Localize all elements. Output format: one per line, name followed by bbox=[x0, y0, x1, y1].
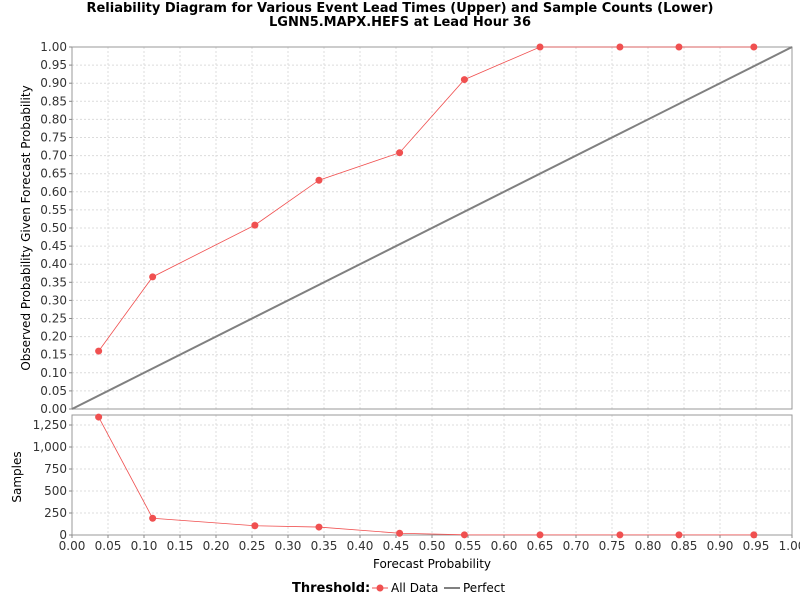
legend-swatch-all-data-marker bbox=[376, 584, 384, 592]
upper-y-tick-label: 0.90 bbox=[40, 76, 67, 90]
upper-y-tick-label: 0.50 bbox=[40, 221, 67, 235]
upper-y-tick-label: 0.10 bbox=[40, 366, 67, 380]
upper-grid bbox=[71, 46, 793, 410]
sample-count-point bbox=[675, 531, 683, 539]
x-tick-label: 0.35 bbox=[311, 539, 338, 553]
lower-y-tick-label: 1,250 bbox=[33, 418, 67, 432]
x-tick-label: 0.00 bbox=[59, 539, 86, 553]
all-data-point bbox=[460, 76, 468, 84]
x-tick-label: 1.00 bbox=[779, 539, 800, 553]
x-tick-label: 0.55 bbox=[455, 539, 482, 553]
all-data-point bbox=[536, 43, 544, 51]
lower-y-axis-label: Samples bbox=[10, 451, 24, 502]
upper-y-tick-label: 0.85 bbox=[40, 94, 67, 108]
x-tick-label: 0.60 bbox=[491, 539, 518, 553]
all-data-point bbox=[396, 149, 404, 157]
x-tick-label: 0.20 bbox=[203, 539, 230, 553]
sample-count-point bbox=[251, 522, 259, 530]
x-tick-label: 0.85 bbox=[671, 539, 698, 553]
upper-y-tick-label: 0.55 bbox=[40, 203, 67, 217]
sample-count-point bbox=[95, 413, 103, 421]
upper-y-tick-label: 0.35 bbox=[40, 275, 67, 289]
sample-count-line bbox=[98, 416, 754, 536]
all-data-point bbox=[315, 176, 323, 184]
x-tick-label: 0.80 bbox=[635, 539, 662, 553]
legend-label-perfect: Perfect bbox=[463, 581, 505, 595]
sample-count-point bbox=[750, 531, 758, 539]
upper-y-tick-label: 0.80 bbox=[40, 112, 67, 126]
x-tick-label: 0.65 bbox=[527, 539, 554, 553]
lower-y-ticks: 0 250 500 750 1,000 1,250 bbox=[33, 418, 72, 542]
x-tick-label: 0.30 bbox=[275, 539, 302, 553]
lower-y-tick-label: 500 bbox=[44, 484, 67, 498]
legend-label-all-data: All Data bbox=[391, 581, 438, 595]
sample-count-point bbox=[396, 529, 404, 537]
upper-y-tick-label: 0.25 bbox=[40, 312, 67, 326]
all-data-point bbox=[95, 347, 103, 355]
upper-y-axis-label: Observed Probability Given Forecast Prob… bbox=[19, 85, 33, 370]
upper-y-tick-label: 0.20 bbox=[40, 330, 67, 344]
upper-y-tick-label: 0.60 bbox=[40, 185, 67, 199]
upper-series bbox=[71, 43, 793, 410]
x-tick-label: 0.40 bbox=[347, 539, 374, 553]
legend-title: Threshold: bbox=[292, 581, 370, 596]
sample-count-point bbox=[616, 531, 624, 539]
upper-y-tick-label: 0.15 bbox=[40, 348, 67, 362]
lower-y-tick-label: 1,000 bbox=[33, 440, 67, 454]
perfect-reliability-line bbox=[71, 46, 793, 410]
x-axis-label: Forecast Probability bbox=[373, 557, 491, 571]
x-tick-label: 0.75 bbox=[599, 539, 626, 553]
x-ticks: 0.00 0.05 0.10 0.15 0.20 0.25 0.30 0.35 0.40 0.45… bbox=[59, 535, 800, 553]
upper-y-tick-label: 1.00 bbox=[40, 40, 67, 54]
x-tick-label: 0.25 bbox=[239, 539, 266, 553]
legend: Threshold: All Data Perfect bbox=[292, 581, 505, 596]
upper-y-tick-label: 0.65 bbox=[40, 167, 67, 181]
lower-y-tick-label: 250 bbox=[44, 506, 67, 520]
all-data-point bbox=[675, 43, 683, 51]
lower-y-tick-label: 750 bbox=[44, 462, 67, 476]
all-data-point bbox=[616, 43, 624, 51]
x-tick-label: 0.70 bbox=[563, 539, 590, 553]
upper-y-tick-label: 0.30 bbox=[40, 293, 67, 307]
x-tick-label: 0.45 bbox=[383, 539, 410, 553]
x-tick-label: 0.10 bbox=[131, 539, 158, 553]
upper-y-tick-label: 0.70 bbox=[40, 149, 67, 163]
upper-y-tick-label: 0.75 bbox=[40, 131, 67, 145]
chart-title-line2: LGNN5.MAPX.HEFS at Lead Hour 36 bbox=[269, 15, 531, 30]
sample-count-point bbox=[536, 531, 544, 539]
upper-y-tick-label: 0.45 bbox=[40, 239, 67, 253]
all-data-point bbox=[750, 43, 758, 51]
x-tick-label: 0.50 bbox=[419, 539, 446, 553]
sample-count-point bbox=[460, 531, 468, 539]
x-tick-label: 0.90 bbox=[707, 539, 734, 553]
upper-y-tick-label: 0.05 bbox=[40, 384, 67, 398]
upper-y-tick-label: 0.95 bbox=[40, 58, 67, 72]
x-tick-label: 0.15 bbox=[167, 539, 194, 553]
all-data-point bbox=[251, 221, 259, 229]
lower-y-tick-label: 0 bbox=[59, 528, 67, 542]
x-tick-label: 0.95 bbox=[743, 539, 770, 553]
sample-count-point bbox=[149, 514, 157, 522]
x-tick-label: 0.05 bbox=[95, 539, 122, 553]
all-data-point bbox=[149, 273, 157, 281]
all-data-reliability-line bbox=[98, 46, 754, 352]
upper-y-tick-label: 0.00 bbox=[40, 402, 67, 416]
lower-series bbox=[95, 413, 758, 539]
upper-y-ticks: 0.00 0.05 0.10 0.15 0.20 0.25 0.30 0.35 0.40 0.45… bbox=[40, 40, 72, 416]
upper-y-tick-label: 0.40 bbox=[40, 257, 67, 271]
sample-count-point bbox=[315, 523, 323, 531]
lower-grid bbox=[71, 415, 793, 536]
chart-title-line1: Reliability Diagram for Various Event Le… bbox=[86, 1, 713, 16]
